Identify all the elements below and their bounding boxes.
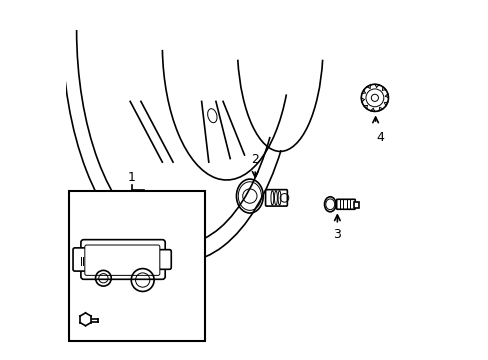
Text: 3: 3 [333, 228, 341, 241]
FancyBboxPatch shape [159, 249, 171, 269]
Bar [69, 191, 205, 341]
FancyBboxPatch shape [336, 199, 354, 209]
Text: 4: 4 [376, 131, 384, 144]
FancyBboxPatch shape [265, 190, 287, 206]
Text: 2: 2 [251, 153, 259, 166]
FancyBboxPatch shape [73, 248, 87, 271]
FancyBboxPatch shape [84, 245, 160, 275]
FancyBboxPatch shape [353, 202, 358, 207]
Text: 1: 1 [128, 171, 136, 184]
FancyBboxPatch shape [81, 240, 165, 279]
